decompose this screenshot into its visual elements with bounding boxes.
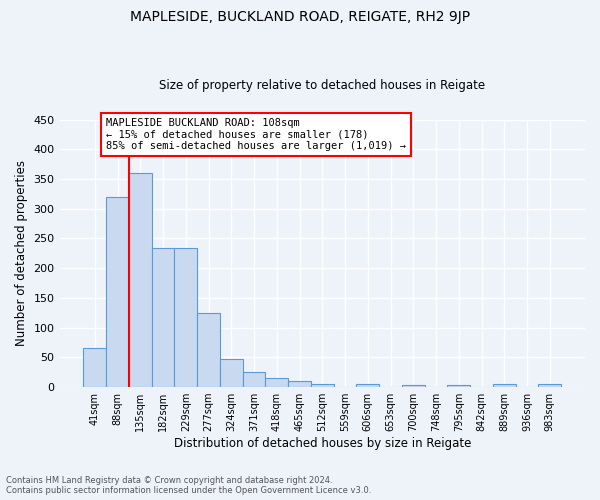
Bar (265, 378, 288, 387)
Bar (311, 384, 334, 387)
Text: MAPLESIDE BUCKLAND ROAD: 108sqm
← 15% of detached houses are smaller (178)
85% o: MAPLESIDE BUCKLAND ROAD: 108sqm ← 15% of… (106, 118, 406, 151)
Bar (493, 384, 515, 387)
X-axis label: Distribution of detached houses by size in Reigate: Distribution of detached houses by size … (173, 437, 471, 450)
Bar (129, 173, 152, 387)
Bar (288, 381, 311, 387)
Bar (356, 384, 379, 387)
Bar (152, 248, 175, 387)
Bar (242, 372, 265, 387)
Bar (220, 358, 242, 387)
Bar (106, 197, 129, 387)
Y-axis label: Number of detached properties: Number of detached properties (15, 160, 28, 346)
Bar (538, 384, 561, 387)
Bar (402, 384, 425, 387)
Text: Contains HM Land Registry data © Crown copyright and database right 2024.
Contai: Contains HM Land Registry data © Crown c… (6, 476, 371, 495)
Text: MAPLESIDE, BUCKLAND ROAD, REIGATE, RH2 9JP: MAPLESIDE, BUCKLAND ROAD, REIGATE, RH2 9… (130, 10, 470, 24)
Bar (197, 313, 220, 387)
Bar (175, 248, 197, 387)
Title: Size of property relative to detached houses in Reigate: Size of property relative to detached ho… (159, 79, 485, 92)
Bar (83, 348, 106, 387)
Bar (448, 384, 470, 387)
